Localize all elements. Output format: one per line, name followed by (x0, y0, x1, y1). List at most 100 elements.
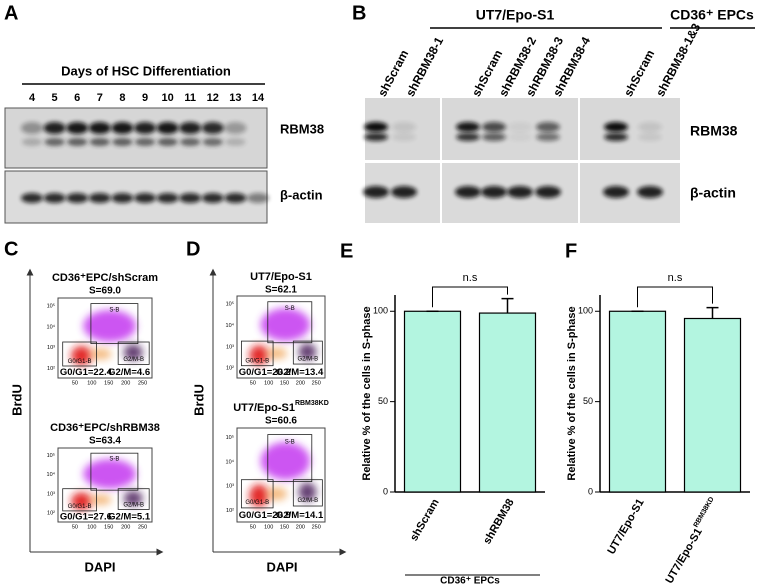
band (67, 138, 88, 146)
plot-title-text: CD36⁺EPC/shRBM38 (50, 422, 160, 434)
y-tick-label: 10³ (47, 491, 55, 497)
row-label: β-actin (690, 185, 736, 201)
band (364, 133, 388, 141)
group-label: UT7/Epo-S1 (476, 7, 555, 23)
x-tick-label: 200 (296, 380, 305, 386)
band (482, 133, 506, 141)
plot-title: UT7/Epo-S1RBM38KD (233, 400, 329, 414)
band (535, 186, 561, 198)
panel-label: E (340, 240, 353, 262)
blot-title: Days of HSC Differentiation (61, 63, 231, 78)
band (392, 122, 416, 132)
g2m-value: G2/M=5.1 (108, 511, 151, 522)
band (456, 122, 480, 132)
band (508, 122, 532, 132)
plot-title-sup: RBM38KD (295, 400, 329, 407)
y-tick-label: 100 (578, 306, 593, 316)
band (224, 193, 247, 203)
cluster (89, 494, 112, 505)
y-tick-label: 10² (226, 366, 234, 372)
x-tick-label: 100 (87, 380, 96, 386)
row-label: β-actin (280, 187, 323, 202)
panel-label: B (352, 2, 366, 24)
band (66, 193, 89, 203)
x-tick-label: 150 (104, 380, 113, 386)
y-tick-label: 10⁵ (47, 452, 55, 459)
blot (580, 163, 680, 223)
y-tick-label: 10⁴ (47, 323, 56, 330)
band (536, 133, 560, 141)
lane-label: shRBM38-1 (403, 34, 446, 99)
plot-title: CD36⁺EPC/shRBM38 (50, 422, 160, 434)
g2m-value: G2/M=14.1 (276, 510, 324, 521)
gate (62, 488, 97, 512)
band (22, 138, 42, 146)
band (507, 186, 533, 198)
y-axis-label: Relative % of the cells in S-phase (361, 306, 373, 480)
band (43, 193, 66, 203)
panel-label: D (186, 238, 200, 260)
x-tick-label: 250 (312, 524, 321, 530)
lane-label: 14 (252, 92, 265, 104)
y-tick-label: 10³ (47, 345, 55, 351)
band (455, 186, 481, 198)
band (156, 193, 179, 203)
band (88, 193, 111, 203)
band (180, 138, 201, 146)
cluster (71, 492, 92, 511)
lane-label: 8 (119, 92, 125, 104)
gate-label: G2/M-B (298, 357, 319, 363)
x-tick-label: UT7/Epo-S1 (605, 497, 646, 556)
band (134, 122, 156, 134)
band (363, 186, 389, 198)
lane-label: 11 (184, 92, 196, 104)
band (157, 138, 178, 146)
gate (267, 434, 313, 482)
panel-label: A (4, 2, 18, 24)
cluster (266, 347, 288, 360)
band (604, 122, 628, 132)
band (637, 186, 663, 198)
bar (403, 310, 462, 493)
g0-value: G0/G1=27.6 (60, 511, 112, 522)
band (202, 138, 223, 146)
lane-label: 4 (29, 92, 36, 104)
significance-bracket (432, 286, 508, 308)
plot-title-text: UT7/Epo-S1 (250, 271, 312, 283)
x-tick-label: 200 (296, 524, 305, 530)
band (179, 193, 202, 203)
lane-label: 13 (229, 92, 241, 104)
band (179, 122, 202, 134)
lane-label: 6 (74, 92, 80, 104)
panel-label: F (565, 240, 577, 262)
plot-title: UT7/Epo-S1 (250, 271, 312, 283)
row-label: RBM38 (690, 123, 738, 139)
band (89, 138, 110, 146)
band (156, 122, 179, 134)
gate-label: G2/M-B (123, 357, 144, 363)
x-tick-label: 150 (104, 524, 113, 530)
plot-title-text: CD36⁺EPC/shScram (52, 272, 158, 284)
blot (4, 107, 268, 169)
cluster (298, 482, 317, 502)
x-tick-text: UT7/Epo-S1 (605, 497, 646, 556)
group-label: CD36⁺ EPCs (440, 576, 500, 585)
gate-label: G0/G1-B (68, 504, 92, 510)
y-tick-label: 50 (583, 396, 593, 406)
gate (292, 340, 323, 365)
x-tick-label: 200 (121, 380, 130, 386)
x-tick-label: 250 (312, 380, 321, 386)
y-tick-label: 10⁵ (47, 302, 55, 309)
y-tick-label: 10⁴ (226, 458, 235, 465)
y-tick-label: 10² (47, 366, 55, 372)
band (43, 122, 66, 134)
x-tick-label: 150 (280, 524, 289, 530)
lane-label: 9 (142, 92, 148, 104)
gate-label: S-B (285, 440, 295, 446)
x-tick-label: 100 (264, 380, 273, 386)
gate-label: S-B (285, 306, 295, 312)
gate (240, 340, 274, 367)
band (225, 138, 246, 146)
cluster (83, 459, 137, 489)
